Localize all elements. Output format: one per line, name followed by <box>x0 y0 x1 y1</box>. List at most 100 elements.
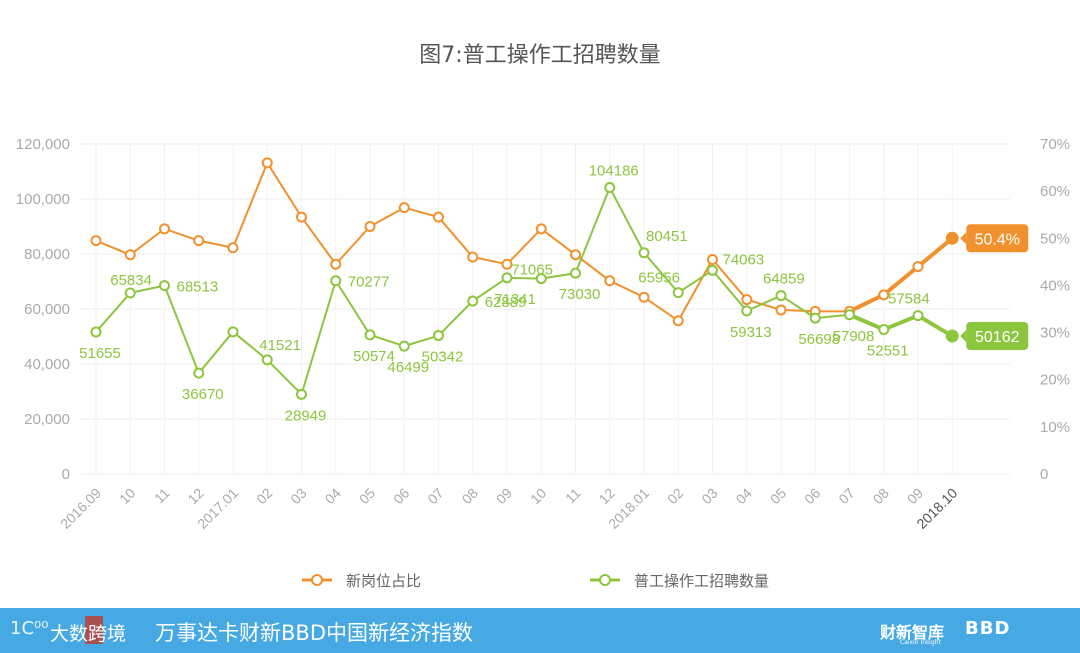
series-new-position-ratio <box>90 157 959 327</box>
x-tick-label: 08 <box>870 485 892 507</box>
y-left-tick-label: 120,000 <box>16 136 70 153</box>
data-label: 46499 <box>387 359 429 376</box>
data-point <box>638 291 650 303</box>
legend-label: 新岗位占比 <box>346 572 421 590</box>
legend: 新岗位占比 普工操作工招聘数量 <box>302 572 769 590</box>
x-tick-label: 04 <box>322 485 344 507</box>
y-left-tick-label: 100,000 <box>16 191 70 208</box>
data-point <box>261 157 273 169</box>
data-point <box>364 329 376 341</box>
logo-icon: 1C⁰⁰ <box>10 618 49 639</box>
data-label: 57908 <box>833 328 875 345</box>
data-point <box>912 310 924 322</box>
logo-text: 大数跨境 <box>50 623 127 645</box>
data-point <box>945 231 959 245</box>
data-point <box>501 258 513 270</box>
callout-box <box>966 322 1029 351</box>
x-tick-label: 09 <box>493 485 515 507</box>
data-label: 57584 <box>888 291 930 308</box>
x-tick-label: 2016.09 <box>57 485 104 532</box>
callout-pointer <box>960 330 967 343</box>
grid <box>80 143 1010 475</box>
x-tick-label: 05 <box>767 485 789 507</box>
data-point <box>535 273 547 285</box>
data-point <box>809 312 821 324</box>
callout-label: 50.4% <box>975 231 1020 248</box>
brand-caixin-sub: Caixin Insight <box>900 639 941 646</box>
data-labels: 51655 65834 68513 36670 41521 28949 70277 50574… <box>79 162 930 424</box>
brand-caixin: 财新智库 <box>880 623 945 642</box>
data-point <box>672 315 684 327</box>
data-point <box>296 388 307 400</box>
data-label: 41521 <box>259 337 301 354</box>
footer-banner: 1C⁰⁰ 大数跨境 万事达卡财新BBD中国新经济指数 财新智库 Caixin I… <box>0 608 1080 653</box>
y-left-tick-label: 40,000 <box>24 356 70 373</box>
x-tick-label: 12 <box>596 485 618 507</box>
data-point <box>604 181 616 193</box>
y-right-tick-label: 20% <box>1040 372 1070 389</box>
data-label: 80451 <box>646 228 688 245</box>
data-point <box>638 247 650 259</box>
data-point <box>364 221 376 232</box>
data-point <box>330 258 342 270</box>
series-line-highlight <box>848 236 954 314</box>
data-label: 74063 <box>723 251 765 268</box>
y-axis-right: 0 10% 20% 30% 40% 50% 60% 70% <box>1040 136 1070 483</box>
x-tick-label: 09 <box>904 485 926 507</box>
callout-label: 50162 <box>975 329 1020 346</box>
y-right-tick-label: 30% <box>1040 325 1070 342</box>
x-tick-label: 10 <box>116 485 138 507</box>
data-point <box>501 272 513 284</box>
data-point <box>433 330 444 342</box>
data-label: 59313 <box>730 324 772 341</box>
data-point <box>193 367 205 379</box>
data-point <box>90 235 102 247</box>
data-label: 68513 <box>177 279 219 296</box>
data-point <box>535 223 547 235</box>
data-point <box>604 275 616 287</box>
data-label: 65956 <box>638 270 680 287</box>
data-point <box>775 290 787 302</box>
data-point <box>945 329 959 343</box>
footer-title: 万事达卡财新BBD中国新经济指数 <box>155 621 473 645</box>
data-point <box>775 304 787 316</box>
legend-label: 普工操作工招聘数量 <box>634 572 769 590</box>
data-label: 36670 <box>182 386 224 403</box>
x-tick-label: 03 <box>287 485 309 507</box>
legend-marker <box>599 574 611 586</box>
data-point <box>707 254 718 265</box>
x-tick-label: 11 <box>562 485 584 507</box>
series-line-highlight <box>848 312 954 338</box>
data-point <box>844 309 855 321</box>
callout-box <box>966 224 1029 253</box>
y-left-tick-label: 20,000 <box>24 411 70 428</box>
y-right-tick-label: 60% <box>1040 183 1070 200</box>
x-tick-label: 02 <box>664 485 686 507</box>
data-point <box>570 249 581 261</box>
data-label: 71065 <box>511 262 553 279</box>
data-label: 28949 <box>285 407 327 424</box>
data-point <box>227 326 239 338</box>
brand-bbd: BBD <box>965 618 1011 639</box>
y-left-tick-label: 60,000 <box>24 301 70 318</box>
data-point <box>467 295 479 307</box>
y-left-tick-label: 80,000 <box>24 246 70 263</box>
data-label: 73030 <box>559 286 601 303</box>
data-point <box>330 275 342 287</box>
chart-title: 图7:普工操作工招聘数量 <box>419 43 660 68</box>
x-tick-label: 07 <box>835 485 857 507</box>
x-tick-label: 10 <box>527 485 549 507</box>
data-point <box>707 264 718 276</box>
line-chart: 图7:普工操作工招聘数量 0 20,000 40,000 60,000 80,000 10… <box>16 43 1070 590</box>
logo-mark-icon <box>85 616 103 644</box>
data-label: 50574 <box>353 348 395 365</box>
series-line <box>95 160 953 323</box>
data-point <box>159 223 170 235</box>
data-label: 71341 <box>494 291 536 308</box>
x-tick-label: 11 <box>151 485 173 507</box>
y-right-tick-label: 0 <box>1040 466 1048 483</box>
data-point <box>193 235 205 247</box>
x-tick-label: 05 <box>356 485 378 507</box>
x-tick-label: 02 <box>253 485 275 507</box>
